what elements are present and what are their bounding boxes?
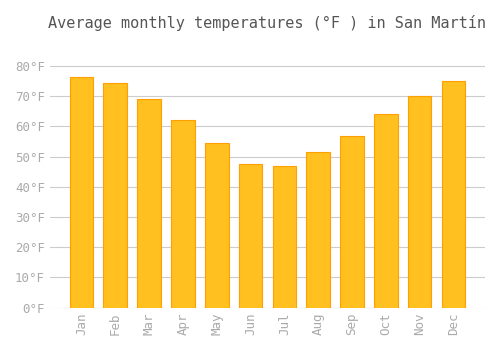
Bar	[171, 120, 194, 308]
Bar	[238, 164, 262, 308]
Bar	[70, 77, 94, 308]
Bar	[138, 99, 161, 308]
Bar	[442, 81, 465, 308]
Bar	[104, 83, 127, 308]
Bar	[272, 166, 296, 308]
Bar	[374, 114, 398, 308]
Title: Average monthly temperatures (°F ) in San Martín: Average monthly temperatures (°F ) in Sa…	[48, 15, 486, 31]
Bar	[306, 152, 330, 308]
Bar	[340, 135, 364, 308]
Bar	[408, 96, 432, 308]
Bar	[205, 143, 229, 308]
